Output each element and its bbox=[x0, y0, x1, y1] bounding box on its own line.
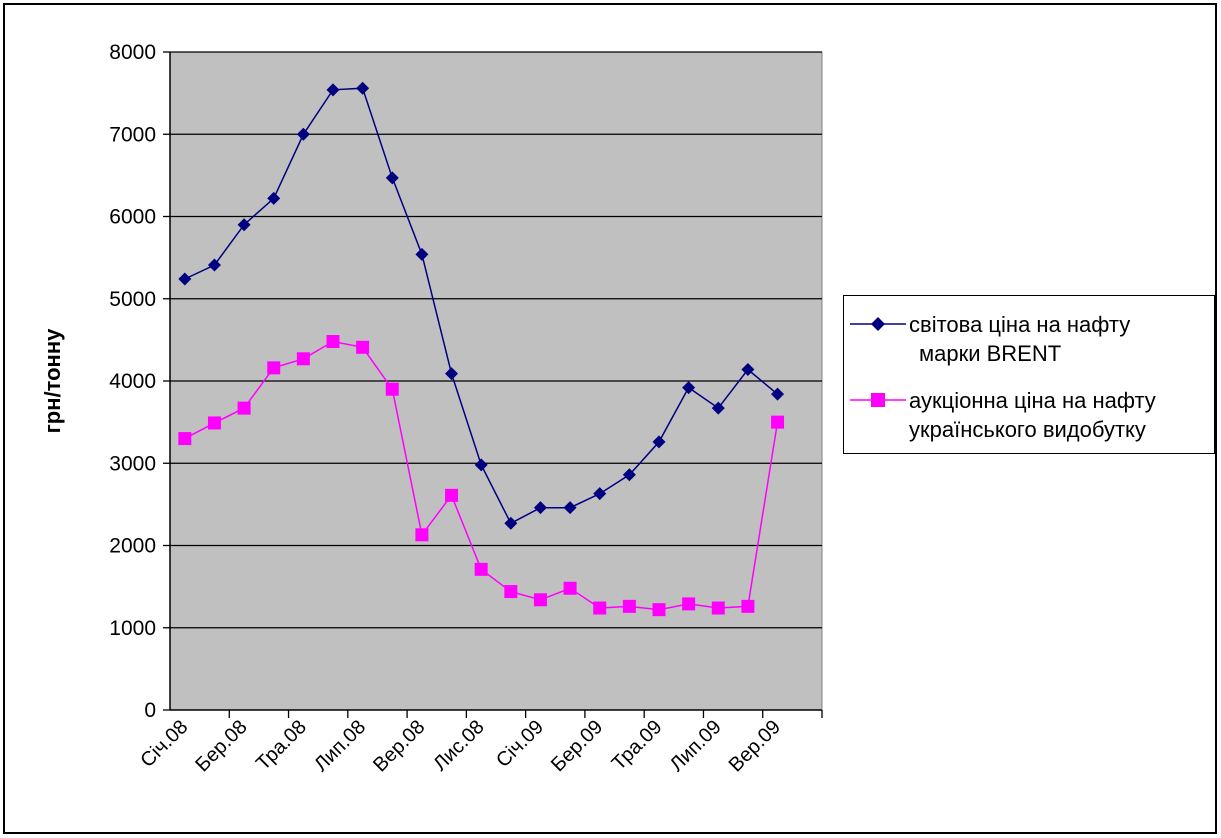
data-point bbox=[385, 171, 399, 185]
data-point bbox=[356, 340, 370, 354]
data-point bbox=[741, 362, 755, 376]
x-tick-label: Вер.08 bbox=[369, 716, 429, 776]
x-tick-label: Вер.09 bbox=[725, 716, 785, 776]
data-point bbox=[296, 352, 310, 366]
legend-item-auction: аукціонна ціна на нафту українського вид… bbox=[844, 384, 1214, 444]
data-point bbox=[445, 367, 459, 381]
y-tick-label: 7000 bbox=[109, 123, 156, 146]
data-point bbox=[622, 468, 636, 482]
legend: світова ціна на нафту марки BRENT аукціо… bbox=[843, 295, 1215, 454]
legend-label-brent: світова ціна на нафту марки BRENT bbox=[909, 310, 1209, 368]
data-point bbox=[593, 487, 607, 501]
data-point bbox=[207, 416, 221, 430]
data-point bbox=[622, 599, 636, 613]
x-tick-label: Бер.09 bbox=[547, 716, 607, 776]
data-point bbox=[563, 581, 577, 595]
data-point bbox=[296, 127, 310, 141]
data-point bbox=[771, 415, 785, 429]
data-point bbox=[267, 361, 281, 375]
data-point bbox=[652, 435, 666, 449]
data-point bbox=[504, 585, 518, 599]
data-point bbox=[415, 528, 429, 542]
axes bbox=[163, 51, 823, 718]
legend-item-brent: світова ціна на нафту марки BRENT bbox=[844, 308, 1214, 368]
data-point bbox=[711, 601, 725, 615]
data-point bbox=[178, 432, 192, 446]
x-tick-label: Бер.08 bbox=[191, 716, 251, 776]
data-point bbox=[682, 381, 696, 395]
y-tick-label: 1000 bbox=[109, 617, 156, 640]
data-point bbox=[178, 272, 192, 286]
x-tick-label: Тра.09 bbox=[608, 716, 667, 775]
data-point bbox=[385, 382, 399, 396]
data-point bbox=[711, 401, 725, 415]
data-point bbox=[445, 488, 459, 502]
data-point bbox=[504, 516, 518, 530]
y-tick-labels: 0 1000 2000 3000 4000 5000 6000 7000 8000 bbox=[109, 41, 156, 722]
data-point bbox=[267, 191, 281, 205]
data-point bbox=[237, 218, 251, 232]
y-tick-label: 6000 bbox=[109, 206, 156, 229]
data-point bbox=[474, 458, 488, 472]
y-tick-label: 8000 bbox=[109, 41, 156, 64]
data-point bbox=[533, 593, 547, 607]
legend-label-auction-line2: українського видобутку bbox=[909, 417, 1146, 442]
data-point bbox=[533, 501, 547, 515]
data-point bbox=[356, 81, 370, 95]
series-group bbox=[178, 81, 785, 617]
gridlines bbox=[170, 51, 822, 629]
legend-label-auction: аукціонна ціна на нафту українського вид… bbox=[909, 386, 1209, 444]
data-point bbox=[474, 562, 488, 576]
data-point bbox=[326, 335, 340, 349]
y-axis-label: грн/тонну bbox=[40, 328, 65, 434]
legend-label-auction-line1: аукціонна ціна на нафту bbox=[909, 388, 1156, 413]
data-point bbox=[682, 597, 696, 611]
legend-marker-brent bbox=[850, 317, 906, 331]
legend-label-brent-line2: марки BRENT bbox=[919, 341, 1062, 366]
x-tick-label: Тра.08 bbox=[252, 716, 311, 775]
x-tick-label: Січ.09 bbox=[492, 716, 548, 772]
x-tick-label: Лип.09 bbox=[666, 716, 726, 776]
data-point bbox=[237, 401, 251, 415]
legend-label-brent-line1: світова ціна на нафту bbox=[909, 312, 1131, 337]
y-tick-label: 0 bbox=[144, 699, 156, 722]
y-tick-label: 2000 bbox=[109, 535, 156, 558]
data-point bbox=[563, 501, 577, 515]
data-point bbox=[771, 387, 785, 401]
data-point bbox=[326, 83, 340, 97]
data-point bbox=[207, 258, 221, 272]
x-tick-label: Січ.08 bbox=[136, 716, 192, 772]
data-point bbox=[415, 247, 429, 261]
data-point bbox=[741, 599, 755, 613]
x-tick-label: Лип.08 bbox=[310, 716, 370, 776]
y-tick-label: 5000 bbox=[109, 288, 156, 311]
x-tick-label: Лис.08 bbox=[429, 716, 488, 775]
y-tick-label: 3000 bbox=[109, 452, 156, 475]
legend-marker-auction bbox=[850, 393, 906, 407]
y-tick-label: 4000 bbox=[109, 370, 156, 393]
data-point bbox=[652, 603, 666, 617]
data-point bbox=[593, 601, 607, 615]
